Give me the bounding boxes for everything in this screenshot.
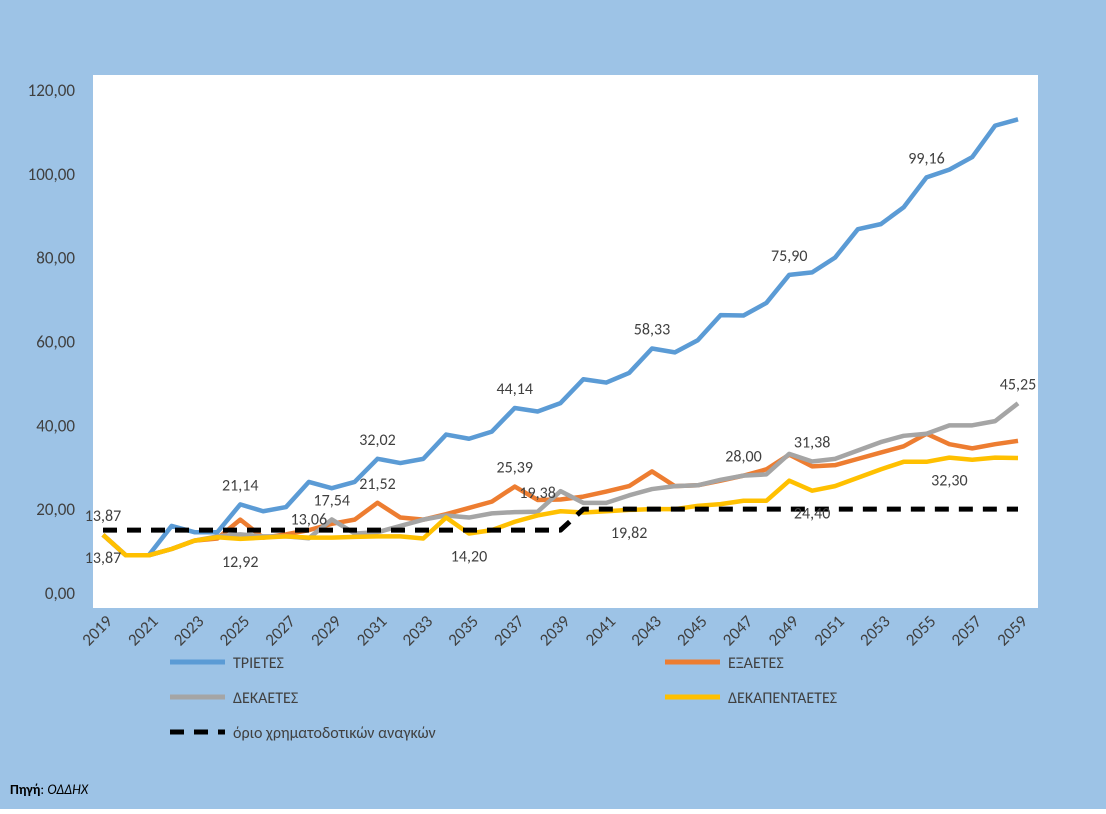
data-label: 13,87 <box>85 549 121 568</box>
y-tick-label: 80,00 <box>36 248 75 269</box>
data-label: 75,90 <box>771 247 807 266</box>
source-text: ΟΔΔΗΧ <box>47 781 89 798</box>
plot-area <box>93 75 1038 608</box>
legend-label: ΔΕΚΑΠΕΝΤΑΕΤΕΣ <box>728 689 837 708</box>
series-line <box>101 455 1019 558</box>
data-label: 25,39 <box>497 459 533 478</box>
data-label: 31,38 <box>794 433 830 452</box>
data-label: 19,38 <box>519 484 555 503</box>
series-line <box>103 506 1018 533</box>
y-tick-label: 40,00 <box>36 415 75 436</box>
data-label: 14,20 <box>451 547 487 566</box>
data-label: 21,14 <box>222 476 258 495</box>
series-line <box>101 401 1020 558</box>
data-label: 32,02 <box>359 431 395 450</box>
y-tick-label: 120,00 <box>28 80 76 101</box>
data-label: 19,82 <box>611 524 647 543</box>
source-separator: : <box>40 781 47 798</box>
data-label: 24,40 <box>794 505 830 524</box>
data-label: 28,00 <box>725 448 761 467</box>
data-label: 21,52 <box>359 475 395 494</box>
y-tick-label: 20,00 <box>36 499 75 520</box>
data-label: 45,25 <box>1000 375 1036 394</box>
data-label: 13,87 <box>85 507 121 526</box>
data-label: 58,33 <box>634 321 670 340</box>
y-tick-label: 60,00 <box>36 332 75 353</box>
data-label: 44,14 <box>497 380 533 399</box>
source-label: Πηγή <box>10 781 40 798</box>
legend-label: ΔΕΚΑΕΤΕΣ <box>233 689 298 708</box>
data-label: 12,92 <box>222 553 258 572</box>
legend-label: ΕΞΑΕΤΕΣ <box>728 654 784 673</box>
legend-label: όριο χρηματοδοτικών αναγκών <box>233 724 436 743</box>
data-label: 99,16 <box>908 149 944 168</box>
data-label: 13,06 <box>291 510 327 529</box>
series-line <box>101 117 1019 558</box>
y-tick-label: 0,00 <box>45 583 75 604</box>
legend-label: ΤΡΙΕΤΕΣ <box>233 654 284 673</box>
y-tick-label: 100,00 <box>28 164 76 185</box>
data-label: 32,30 <box>931 472 967 491</box>
data-label: 17,54 <box>314 491 350 510</box>
source: Πηγή: ΟΔΔΗΧ <box>10 781 89 798</box>
